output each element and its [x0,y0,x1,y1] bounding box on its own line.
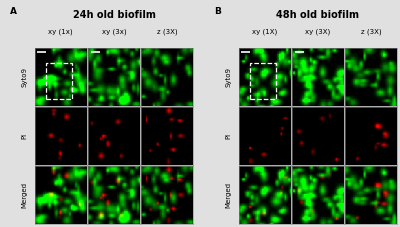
Text: 24h old biofilm: 24h old biofilm [72,10,156,20]
Text: PI: PI [225,133,231,139]
Text: xy (1X): xy (1X) [252,28,277,35]
Text: Syto9: Syto9 [225,67,231,87]
Bar [46,63,72,99]
Text: Merged: Merged [21,182,27,208]
Text: z (3X): z (3X) [361,28,382,35]
Text: B: B [214,7,221,16]
Text: xy (1x): xy (1x) [48,28,73,35]
Text: PI: PI [21,133,27,139]
Text: Merged: Merged [225,182,231,208]
Text: z (3X): z (3X) [157,28,178,35]
Text: xy (3x): xy (3x) [102,28,126,35]
Text: 48h old biofilm: 48h old biofilm [276,10,360,20]
Bar [250,63,276,99]
Text: A: A [10,7,17,16]
Text: xy (3X): xy (3X) [305,28,331,35]
Text: Syto9: Syto9 [21,67,27,87]
